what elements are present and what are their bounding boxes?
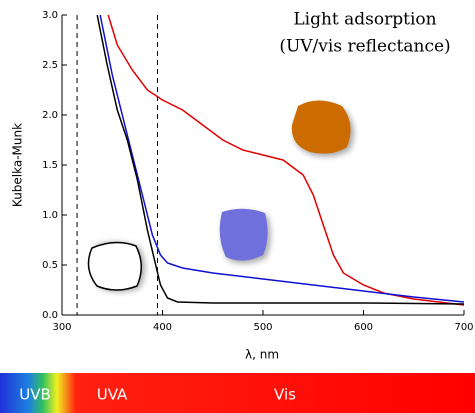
spectrum-label: Vis: [274, 386, 296, 404]
y-axis-label: Kubelka-Munk: [11, 123, 25, 207]
spectrum-label: UVB: [19, 386, 51, 404]
white-sample: [87, 241, 142, 291]
purple-sample: [219, 208, 268, 261]
x-tick-label: 600: [354, 322, 373, 333]
x-tick-label: 400: [153, 322, 172, 333]
chart-title: Light adsorption: [293, 10, 436, 30]
y-tick-label: 0.5: [42, 260, 58, 271]
x-tick-label: 500: [253, 322, 272, 333]
chart-subtitle: (UV/vis reflectance): [279, 37, 450, 57]
y-tick-label: 1.5: [42, 160, 58, 171]
y-tick-label: 1.0: [42, 210, 58, 221]
x-tick-label: 300: [52, 322, 71, 333]
series-line: [107, 15, 464, 306]
spectrum-label: UVA: [97, 386, 128, 404]
y-tick-label: 2.0: [42, 110, 58, 121]
spectrum-labels: UVB UVA Vis: [19, 386, 296, 404]
series-line: [96, 15, 464, 305]
spectrum-bar: [0, 373, 475, 413]
y-tick-label: 3.0: [42, 10, 58, 21]
y-tick-label: 2.5: [42, 60, 58, 71]
x-axis-label: λ, nm: [245, 348, 279, 362]
x-tick-label: 700: [454, 322, 473, 333]
y-tick-label: 0.0: [42, 310, 58, 321]
plot: [76, 15, 464, 315]
orange-sample: [291, 100, 351, 154]
series-line: [99, 15, 464, 303]
